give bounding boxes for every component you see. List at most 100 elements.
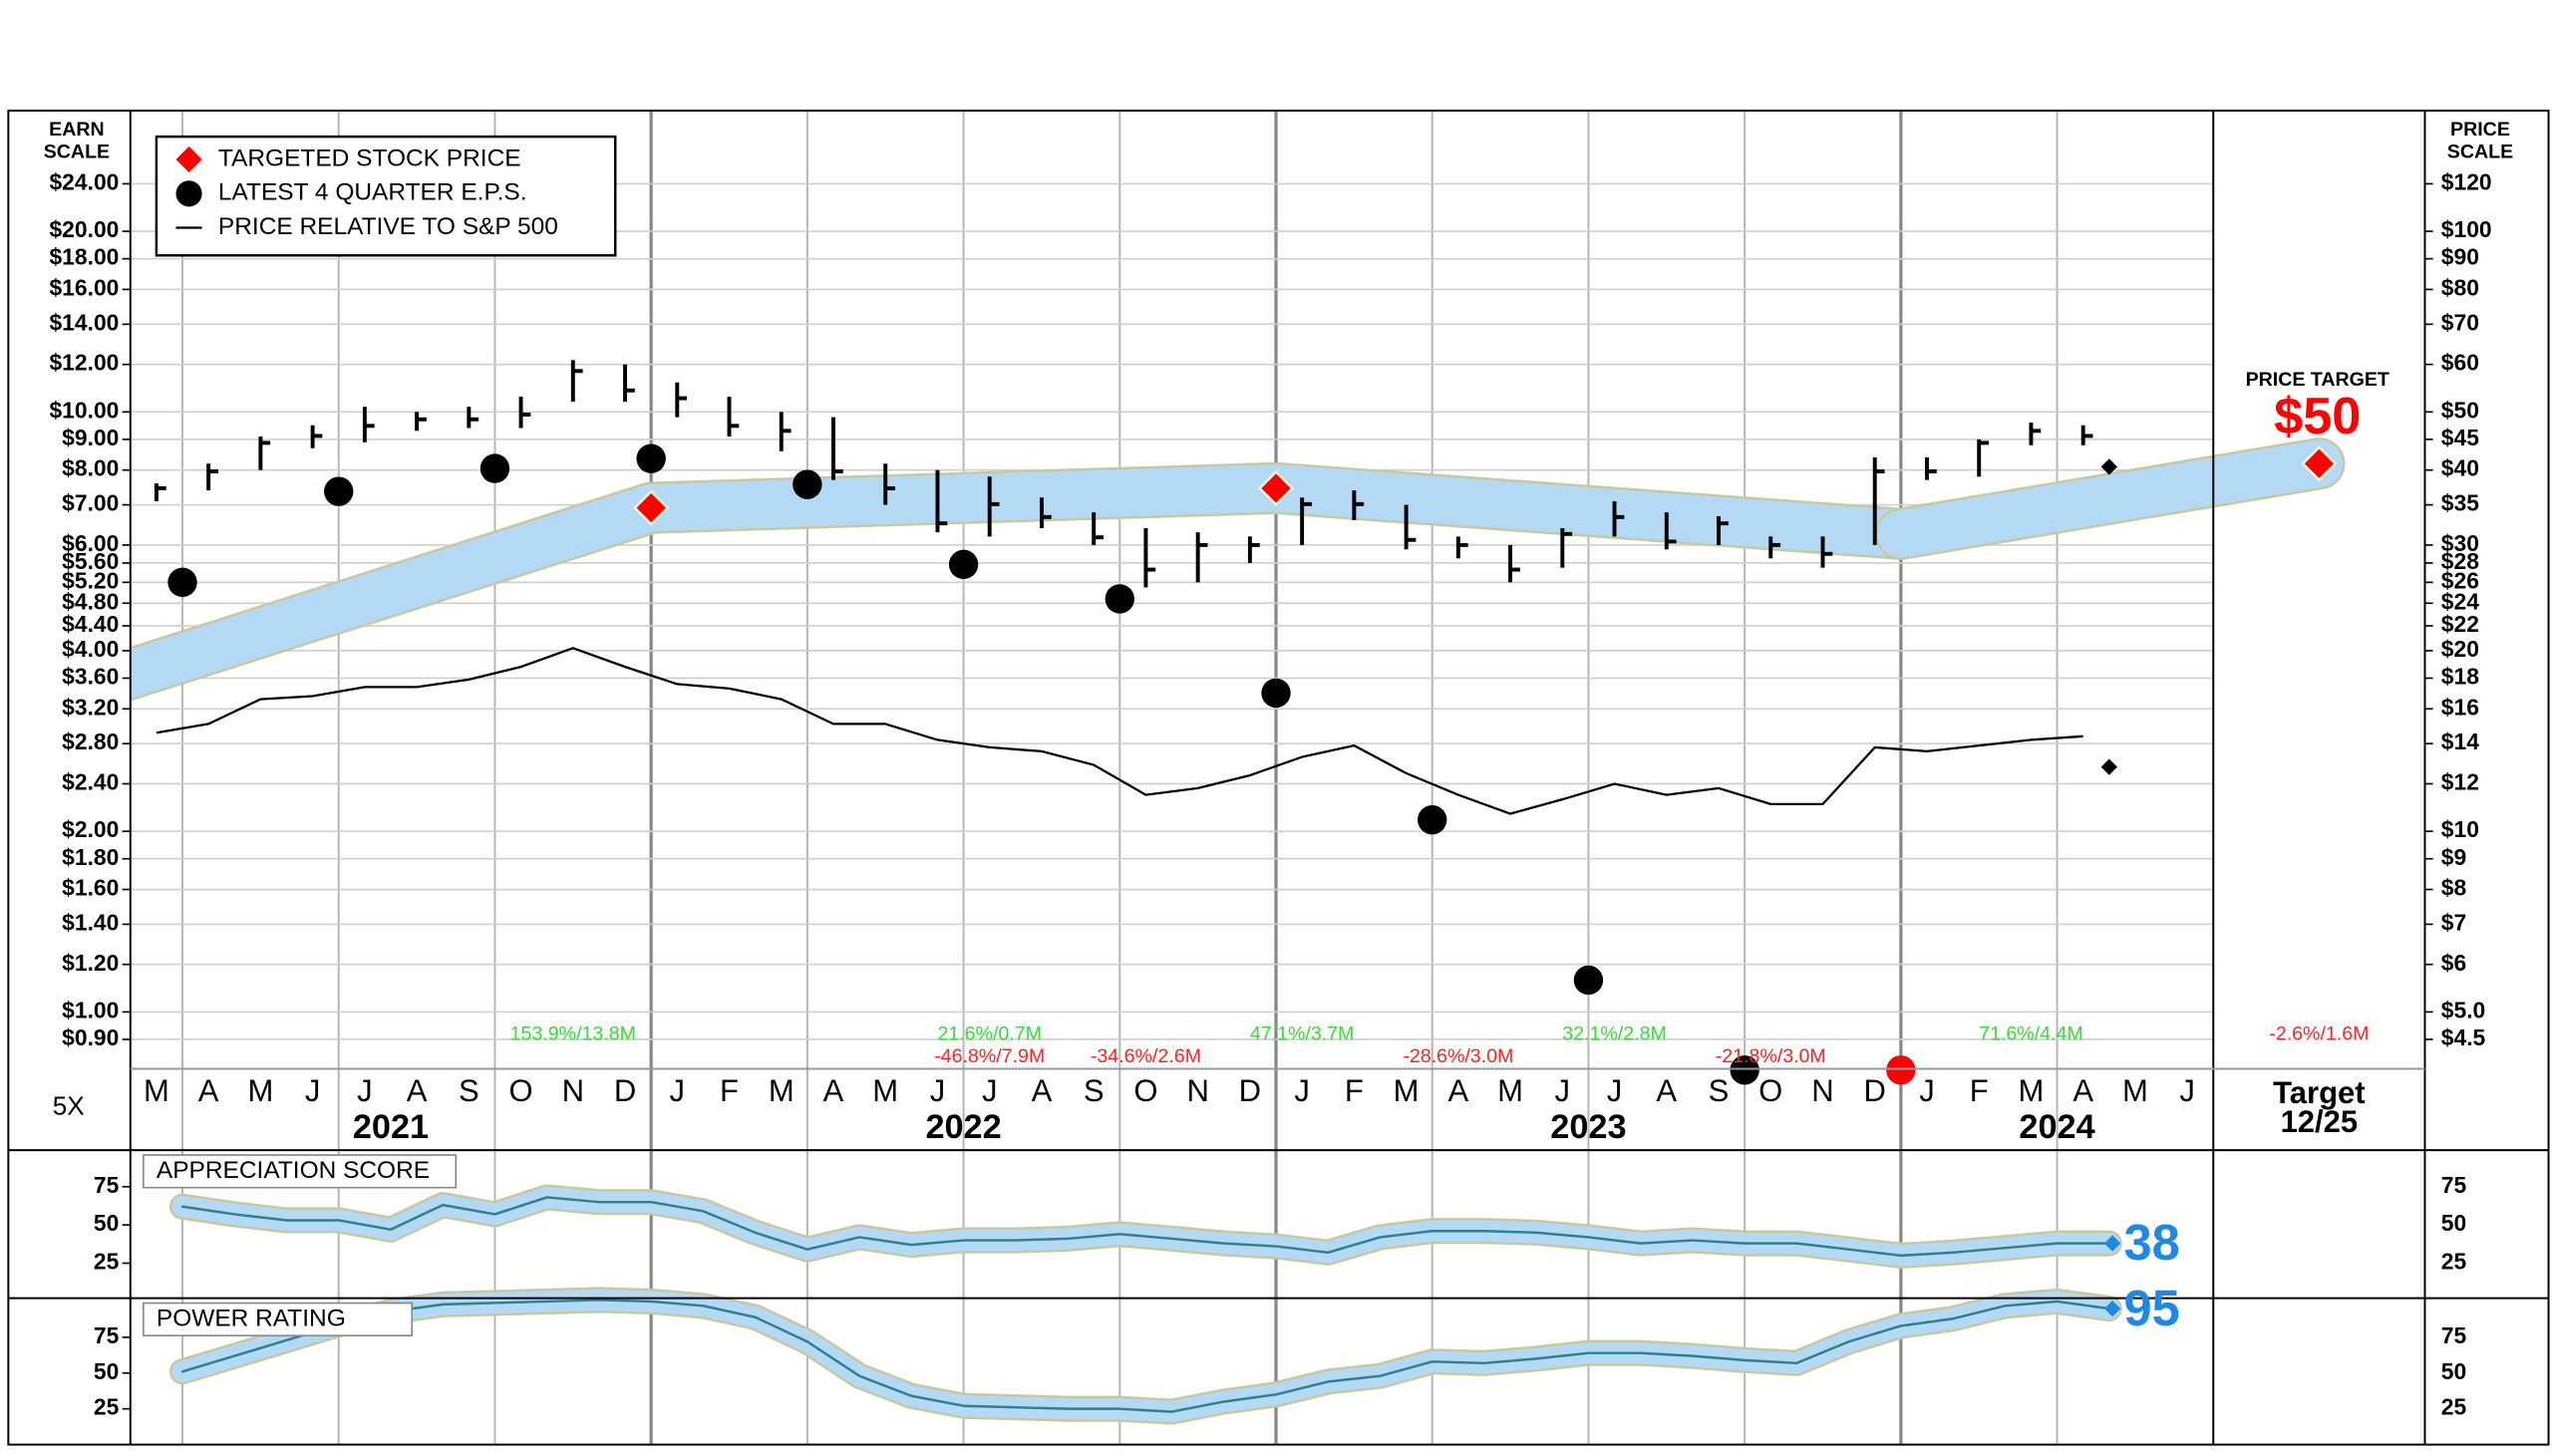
y2-tick-label: $14	[2441, 728, 2479, 754]
marks-layer	[130, 360, 2346, 1425]
legend-box	[155, 135, 617, 257]
month-label: A	[1032, 1073, 1053, 1108]
y2-tick-label: $30	[2441, 530, 2479, 556]
month-label: S	[1084, 1073, 1105, 1108]
month-label: J	[1294, 1073, 1310, 1108]
target-date: 12/25	[2281, 1104, 2359, 1139]
y2-tick-label: $26	[2441, 567, 2479, 593]
panel-tick-label: 50	[2441, 1210, 2466, 1236]
volume-note: 153.9%/13.8M	[510, 1022, 636, 1044]
month-label: J	[1919, 1073, 1935, 1108]
panel-title: APPRECIATION SCORE	[157, 1157, 430, 1184]
panel-tick-label: 50	[94, 1358, 119, 1384]
panel-tick-label: 75	[2441, 1172, 2467, 1198]
y-tick-label: $1.60	[62, 875, 119, 901]
month-label: F	[1970, 1073, 1989, 1108]
y-tick-label: $9.00	[62, 425, 119, 450]
volume-note: -34.6%/2.6M	[1091, 1045, 1201, 1067]
y-tick-label: $4.80	[62, 588, 119, 614]
eps-dot	[1886, 1055, 1916, 1085]
eps-dot	[324, 476, 354, 506]
month-label: A	[1656, 1073, 1677, 1108]
target-band	[130, 464, 1925, 700]
month-label: N	[1811, 1073, 1833, 1108]
y2-tick-label: $90	[2441, 244, 2479, 270]
target-band-extension	[1877, 439, 2344, 558]
eps-dot	[479, 453, 510, 483]
y2-tick-label: $5.0	[2441, 997, 2485, 1022]
y-tick-label: $3.20	[62, 694, 119, 720]
month-label: D	[614, 1073, 636, 1108]
multiplier-label: 5X	[53, 1091, 85, 1121]
year-label: 2022	[925, 1108, 1001, 1146]
panel-tick-label: 50	[94, 1210, 119, 1236]
y-tick-label: $24.00	[49, 168, 119, 194]
y-tick-label: $2.40	[62, 769, 119, 795]
month-label: A	[407, 1073, 428, 1108]
panel-tick-label: 75	[94, 1322, 120, 1348]
y2-tick-label: $40	[2441, 455, 2479, 481]
panel-title-box	[143, 1302, 414, 1337]
month-label: D	[1864, 1073, 1886, 1108]
y2-tick-label: $7	[2441, 909, 2466, 935]
y-tick-label: $14.00	[49, 309, 119, 335]
latest-price	[2100, 458, 2117, 475]
y2-tick-label: $8	[2441, 875, 2466, 901]
month-label: S	[1709, 1073, 1730, 1108]
panel-tick-label: 75	[2441, 1322, 2467, 1348]
eps-dot	[167, 567, 197, 598]
price-target-text: $50	[2274, 388, 2361, 445]
volume-note: 21.6%/0.7M	[937, 1022, 1041, 1044]
eps-dot	[1418, 804, 1447, 835]
volume-note: -21.8%/3.0M	[1716, 1045, 1826, 1067]
eps-dot	[1730, 1055, 1759, 1085]
target-volume-note: -2.6%/1.6M	[2269, 1022, 2369, 1044]
month-label: F	[1345, 1073, 1364, 1108]
month-label: A	[823, 1073, 844, 1108]
month-label: N	[562, 1073, 584, 1108]
y-tick-label: $10.00	[49, 397, 119, 423]
y2-tick-label: $80	[2441, 274, 2479, 300]
legend-label: LATEST 4 QUARTER E.P.S.	[218, 179, 527, 206]
outer-border	[7, 110, 2550, 1446]
y-tick-label: $20.00	[49, 216, 119, 242]
panel-tick-label: 75	[94, 1172, 120, 1198]
volume-note: 32.1%/2.8M	[1562, 1022, 1666, 1044]
month-label: O	[509, 1073, 533, 1108]
y2-tick-label: $24	[2441, 588, 2479, 614]
target-diamond	[1257, 469, 1295, 507]
y-axis-title: SCALE	[44, 142, 110, 163]
y2-tick-label: $35	[2441, 490, 2479, 516]
y-tick-label: $18.00	[49, 244, 119, 270]
y2-tick-label: $4.5	[2441, 1024, 2486, 1050]
panel-line	[180, 1196, 2111, 1258]
eps-dot	[793, 469, 822, 499]
price-target-title: PRICE TARGET	[2246, 369, 2390, 391]
month-label: J	[670, 1073, 686, 1108]
volume-note: -28.6%/3.0M	[1403, 1045, 1513, 1067]
y-tick-label: $0.90	[62, 1024, 119, 1050]
y2-tick-label: $12	[2441, 769, 2479, 795]
panel-title: POWER RATING	[157, 1305, 346, 1331]
month-label: J	[1555, 1073, 1571, 1108]
panel-last-point	[2103, 1235, 2121, 1252]
month-label: A	[198, 1073, 219, 1108]
month-label: M	[144, 1073, 169, 1108]
panel-last-point	[2103, 1300, 2121, 1317]
y-tick-label: $12.00	[49, 350, 119, 376]
month-label: J	[2179, 1073, 2195, 1108]
year-label: 2021	[353, 1108, 429, 1146]
y2-tick-label: $10	[2441, 816, 2479, 842]
y-tick-label: $4.40	[62, 611, 119, 637]
panel-tick-label: 25	[2441, 1394, 2467, 1420]
y-tick-label: $6.00	[62, 530, 119, 556]
y2-axis-title: PRICE	[2450, 119, 2510, 141]
volume-note: 71.6%/4.4M	[1979, 1022, 2082, 1044]
month-label: N	[1186, 1073, 1208, 1108]
y-tick-label: $2.00	[62, 816, 119, 842]
month-label: M	[1497, 1073, 1523, 1108]
year-label: 2024	[2019, 1108, 2094, 1146]
y2-tick-label: $22	[2441, 611, 2479, 637]
y2-tick-label: $45	[2441, 425, 2479, 450]
panel-value-label: 38	[2123, 1214, 2179, 1271]
